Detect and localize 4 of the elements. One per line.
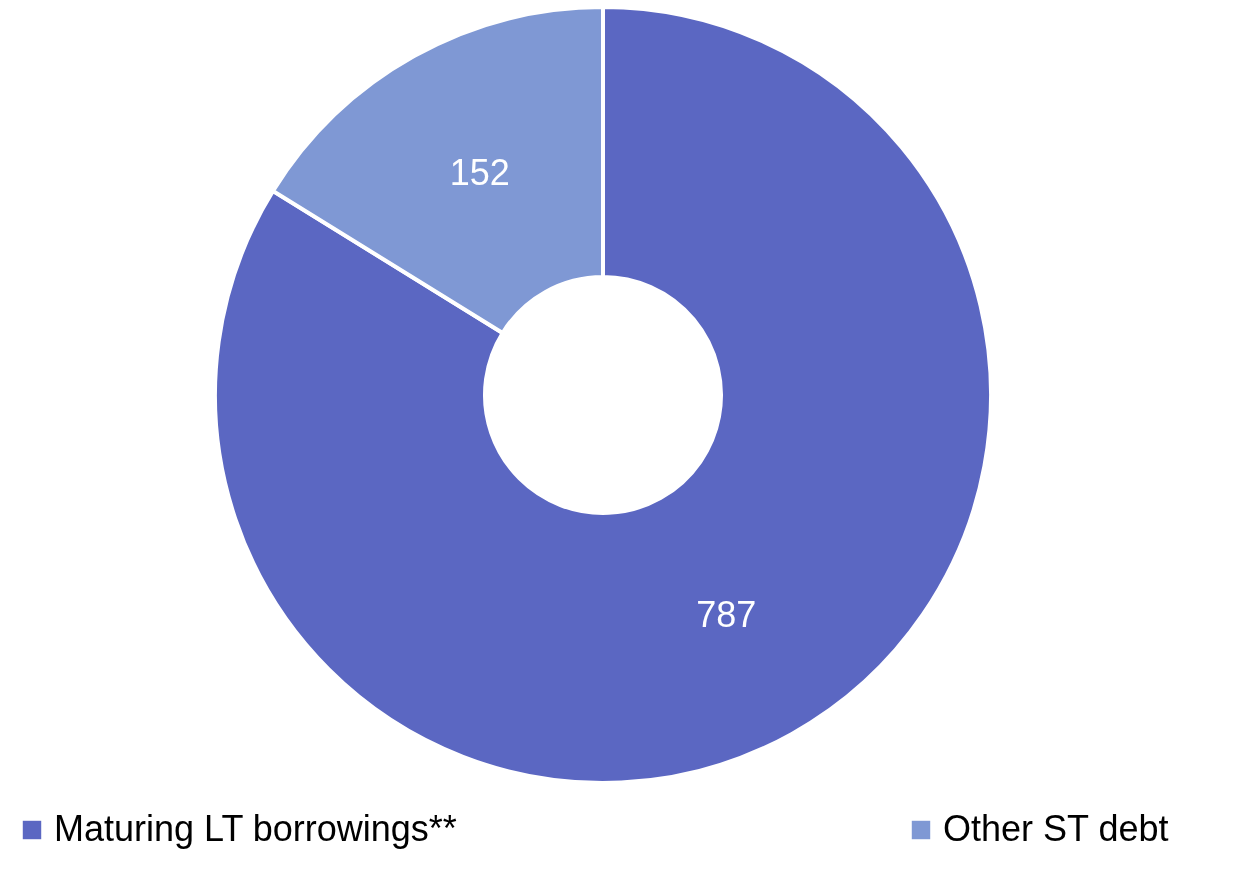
data-label: 787 — [696, 593, 757, 635]
legend-label: Maturing LT borrowings** — [54, 808, 457, 849]
data-label: 152 — [449, 152, 510, 194]
legend-label: Other ST debt — [943, 808, 1169, 849]
